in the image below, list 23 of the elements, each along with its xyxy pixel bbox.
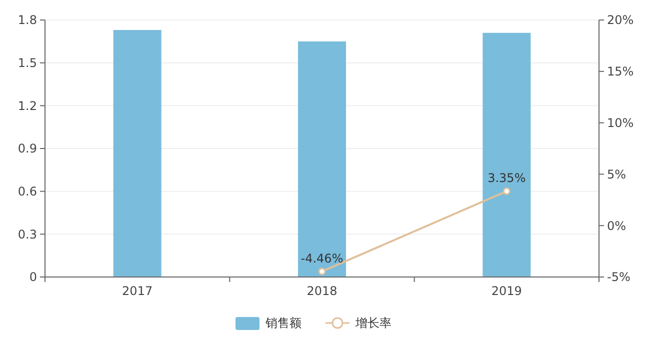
data-label: -4.46% — [300, 251, 344, 266]
y2-tick-label: 0% — [607, 218, 626, 233]
y-tick-label: 1.8 — [18, 13, 37, 28]
x-tick-label: 2018 — [306, 284, 338, 298]
y2-tick-label: 15% — [607, 64, 634, 79]
legend-label: 增长率 — [354, 316, 392, 330]
bar — [298, 41, 346, 277]
x-tick-label: 2017 — [122, 284, 153, 298]
bar — [482, 32, 531, 277]
y2-tick-label: 5% — [607, 167, 626, 182]
y-tick-label: 1.2 — [18, 98, 37, 113]
y2-tick-label: 10% — [607, 116, 634, 130]
y-tick-label: 0 — [29, 270, 37, 284]
y2-tick-label: -5% — [607, 270, 630, 284]
y2-tick-label: 20% — [607, 13, 634, 28]
y-tick-label: 0.3 — [18, 227, 37, 242]
y-tick-label: 1.5 — [18, 56, 37, 70]
y-tick-label: 0.9 — [18, 142, 37, 156]
x-tick-label: 2019 — [491, 284, 522, 298]
data-label: 3.35% — [488, 171, 526, 186]
legend-label: 销售额 — [264, 316, 302, 330]
bar — [113, 30, 162, 277]
y-tick-label: 0.6 — [18, 184, 37, 199]
